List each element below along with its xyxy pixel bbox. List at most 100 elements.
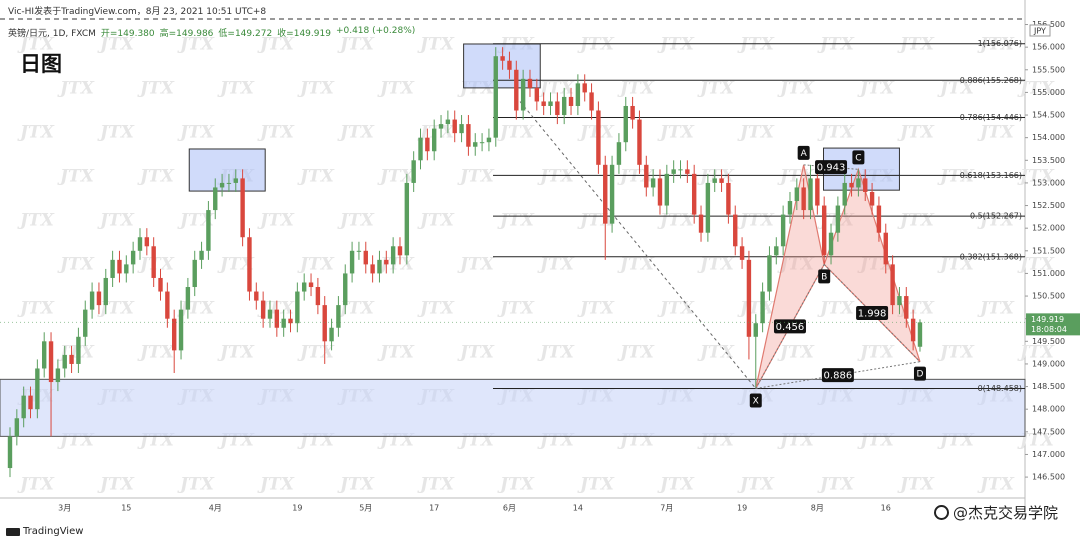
y-tick-label: 154.500 bbox=[1032, 111, 1065, 120]
candle-body bbox=[739, 246, 745, 260]
candle-body bbox=[445, 119, 451, 125]
candle-body bbox=[630, 105, 635, 120]
watermark: JTX bbox=[897, 475, 935, 495]
candle-body bbox=[637, 119, 642, 165]
candle-body bbox=[301, 282, 307, 292]
axes: 156.500156.000155.500155.000154.500154.0… bbox=[58, 20, 1080, 513]
fib-label: 0.886(155.268) bbox=[960, 76, 1022, 85]
y-tick-label: 148.500 bbox=[1032, 382, 1065, 391]
point-box bbox=[797, 145, 810, 160]
candle-body bbox=[685, 169, 690, 174]
watermark: JTX bbox=[377, 167, 415, 187]
watermark: JTX bbox=[657, 35, 695, 55]
watermark: JTX bbox=[1017, 431, 1055, 451]
last-price-label: 149.919 bbox=[1031, 315, 1064, 324]
watermark: JTX bbox=[777, 79, 815, 99]
candle-body bbox=[137, 237, 143, 251]
candle-body bbox=[801, 187, 806, 211]
candle-body bbox=[821, 205, 827, 256]
candle-body bbox=[514, 69, 519, 111]
candle-body bbox=[7, 436, 13, 469]
x-tick-label: 4月 bbox=[209, 504, 222, 513]
trend-line bbox=[515, 96, 757, 389]
candle-body bbox=[226, 182, 232, 184]
watermark: JTX bbox=[537, 167, 575, 187]
candle-body bbox=[233, 178, 238, 183]
candle-body bbox=[240, 178, 245, 238]
candle-body bbox=[520, 78, 526, 111]
watermark: JTX bbox=[1017, 79, 1055, 99]
fib-label: 0.786(154.446) bbox=[960, 113, 1022, 122]
candle-body bbox=[555, 101, 560, 116]
candle-body bbox=[828, 232, 834, 256]
candle-body bbox=[336, 305, 341, 328]
watermark: JTX bbox=[497, 211, 535, 231]
credit-icon bbox=[934, 505, 949, 520]
candle-body bbox=[486, 137, 492, 143]
candle-body bbox=[479, 142, 485, 144]
y-tick-label: 155.500 bbox=[1032, 65, 1065, 74]
candle-body bbox=[869, 191, 875, 206]
watermark: JTX bbox=[737, 123, 775, 143]
watermark: JTX bbox=[737, 299, 775, 319]
watermark: JTX bbox=[577, 123, 615, 143]
candle-body bbox=[849, 182, 854, 188]
candle-body bbox=[500, 56, 505, 61]
candle-body bbox=[247, 237, 252, 292]
y-tick-label: 153.000 bbox=[1032, 178, 1065, 187]
candle-body bbox=[568, 96, 574, 106]
watermark: JTX bbox=[257, 299, 295, 319]
candle-body bbox=[671, 169, 676, 174]
watermark: JTX bbox=[657, 475, 695, 495]
watermark: JTX bbox=[697, 255, 735, 275]
ratio-box bbox=[815, 160, 848, 175]
candle-body bbox=[698, 214, 704, 233]
point-label: C bbox=[855, 153, 861, 163]
ohlc-low: 低=149.272 bbox=[218, 29, 273, 39]
watermark: JTX bbox=[617, 255, 655, 275]
watermark: JTX bbox=[417, 35, 455, 55]
candle-body bbox=[213, 187, 218, 211]
watermark: JTX bbox=[457, 255, 495, 275]
candle-body bbox=[192, 259, 197, 288]
ratio-box bbox=[856, 306, 889, 321]
candle-body bbox=[897, 296, 902, 306]
watermark: JTX bbox=[977, 475, 1015, 495]
zone-box bbox=[188, 148, 266, 192]
watermark: JTX bbox=[337, 35, 375, 55]
watermark: JTX bbox=[577, 35, 615, 55]
candle-body bbox=[274, 309, 280, 328]
fib-label: 0.618(153.166) bbox=[960, 171, 1022, 180]
watermark: JTX bbox=[337, 299, 375, 319]
candle-body bbox=[815, 178, 820, 206]
candle-body bbox=[110, 259, 115, 278]
candle-body bbox=[623, 105, 628, 143]
candle-body bbox=[561, 96, 567, 116]
watermark: JTX bbox=[617, 79, 655, 99]
candle-body bbox=[199, 250, 204, 260]
watermark: JTX bbox=[297, 79, 335, 99]
logo-icon bbox=[6, 527, 20, 536]
watermark: JTX bbox=[97, 35, 135, 55]
logo: TradingView bbox=[6, 526, 83, 537]
watermark: JTX bbox=[497, 123, 535, 143]
watermark: JTX bbox=[817, 35, 855, 55]
candle-body bbox=[904, 296, 909, 319]
x-tick-label: 6月 bbox=[503, 504, 516, 513]
ratio-label: 0.456 bbox=[776, 322, 805, 333]
y-tick-label: 155.000 bbox=[1032, 88, 1065, 97]
candle-body bbox=[69, 354, 74, 364]
fib-label: 0.5(152.267) bbox=[970, 212, 1022, 221]
watermark: JTX bbox=[17, 299, 55, 319]
watermark: JTX bbox=[497, 299, 535, 319]
y-tick-label: 149.500 bbox=[1032, 337, 1065, 346]
candle-body bbox=[349, 250, 355, 274]
countdown: 18:08:04 bbox=[1031, 325, 1067, 334]
candle-body bbox=[910, 318, 916, 342]
candle-body bbox=[315, 287, 321, 306]
watermark: JTX bbox=[97, 299, 135, 319]
watermark: JTX bbox=[417, 299, 455, 319]
watermark: JTX bbox=[737, 211, 775, 231]
y-tick-label: 154.000 bbox=[1032, 133, 1065, 142]
point-box bbox=[818, 269, 831, 284]
